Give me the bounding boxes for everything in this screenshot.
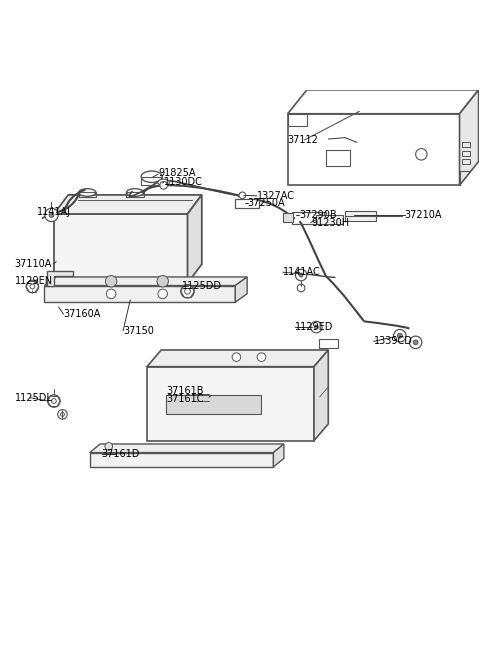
Circle shape — [413, 340, 418, 345]
Text: 37110A: 37110A — [15, 259, 52, 269]
Bar — [462, 159, 469, 164]
Circle shape — [185, 288, 191, 294]
Circle shape — [26, 281, 38, 293]
Polygon shape — [235, 277, 247, 302]
Circle shape — [30, 284, 35, 289]
Text: 1130DC: 1130DC — [164, 177, 203, 187]
Text: 37112: 37112 — [288, 135, 319, 145]
Text: 37290B: 37290B — [300, 210, 337, 220]
Circle shape — [409, 336, 422, 349]
Text: 1141AC: 1141AC — [283, 267, 321, 277]
Bar — [345, 211, 376, 221]
Circle shape — [232, 353, 240, 361]
Circle shape — [49, 212, 54, 217]
Polygon shape — [274, 444, 284, 467]
Text: 1327AC: 1327AC — [257, 191, 295, 201]
Circle shape — [51, 399, 56, 403]
Text: 1129ED: 1129ED — [295, 322, 333, 332]
Bar — [54, 214, 188, 283]
Polygon shape — [459, 90, 479, 185]
Text: 1339CD: 1339CD — [373, 336, 412, 346]
Circle shape — [158, 289, 168, 299]
Text: 1129EN: 1129EN — [15, 276, 53, 286]
Text: 91230H: 91230H — [312, 217, 350, 227]
Bar — [283, 213, 293, 221]
Text: 37161C: 37161C — [166, 394, 204, 404]
Circle shape — [394, 329, 406, 342]
Polygon shape — [54, 195, 202, 214]
Ellipse shape — [79, 189, 96, 196]
Circle shape — [297, 284, 305, 292]
Circle shape — [299, 273, 303, 277]
Circle shape — [60, 413, 64, 417]
Circle shape — [105, 443, 113, 450]
Text: 37161B: 37161B — [166, 386, 204, 396]
Bar — [141, 177, 162, 185]
Polygon shape — [314, 350, 328, 441]
Polygon shape — [47, 271, 73, 286]
Circle shape — [157, 275, 168, 287]
Circle shape — [239, 192, 246, 198]
Bar — [326, 150, 350, 166]
Bar — [292, 212, 326, 223]
Bar — [166, 396, 262, 415]
Circle shape — [181, 284, 194, 298]
Bar — [319, 339, 338, 348]
Text: 91825A: 91825A — [159, 168, 196, 179]
Bar — [235, 198, 259, 208]
Circle shape — [45, 208, 58, 221]
Bar — [79, 192, 96, 197]
Circle shape — [106, 275, 117, 287]
Bar — [90, 453, 274, 467]
Circle shape — [295, 269, 307, 281]
Ellipse shape — [126, 189, 144, 196]
Ellipse shape — [141, 171, 162, 183]
Circle shape — [107, 289, 116, 299]
Polygon shape — [44, 277, 247, 286]
Bar — [126, 192, 144, 197]
Circle shape — [257, 353, 266, 361]
Bar — [462, 143, 469, 147]
Text: 37250A: 37250A — [247, 198, 285, 208]
Bar — [288, 114, 459, 185]
Circle shape — [311, 321, 322, 333]
Bar — [316, 215, 343, 225]
Bar — [147, 367, 314, 441]
Polygon shape — [90, 444, 284, 453]
Text: 37150: 37150 — [123, 326, 154, 336]
Circle shape — [397, 333, 402, 338]
Text: 1141AJ: 1141AJ — [37, 206, 71, 217]
Text: 37210A: 37210A — [405, 210, 442, 220]
Circle shape — [416, 148, 427, 160]
Polygon shape — [147, 350, 328, 367]
Polygon shape — [188, 195, 202, 283]
Bar — [44, 286, 235, 302]
Circle shape — [160, 181, 168, 189]
Polygon shape — [288, 114, 307, 125]
Ellipse shape — [158, 179, 169, 186]
Bar — [462, 151, 469, 156]
Polygon shape — [288, 90, 479, 114]
Text: 37160A: 37160A — [63, 309, 101, 319]
Circle shape — [314, 325, 318, 329]
Text: 37161D: 37161D — [102, 449, 140, 459]
Text: 1125DD: 1125DD — [182, 281, 222, 290]
Text: 1125DL: 1125DL — [15, 393, 53, 403]
Circle shape — [48, 395, 60, 407]
Circle shape — [58, 409, 67, 419]
